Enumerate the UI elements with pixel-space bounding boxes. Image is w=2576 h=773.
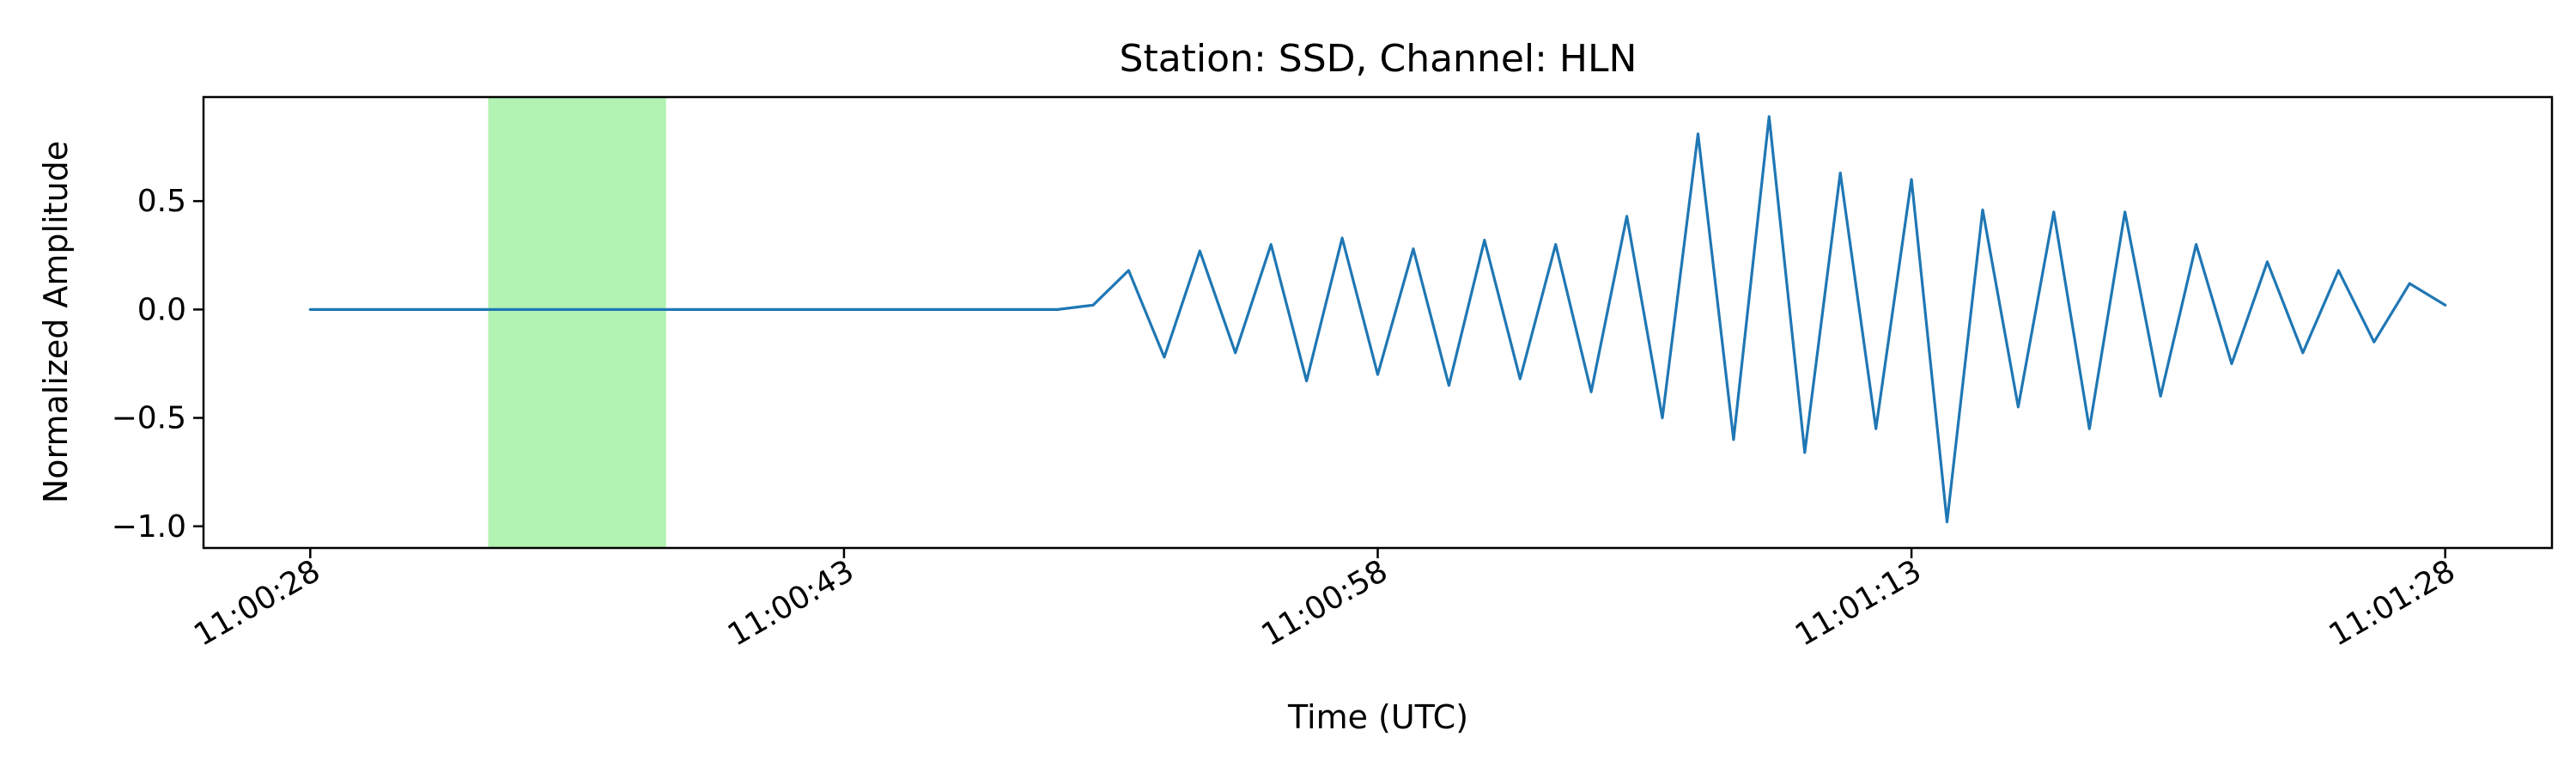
chart-title: Station: SSD, Channel: HLN	[1120, 37, 1637, 81]
y-axis: 0.5 0.0 −0.5 −1.0	[112, 184, 204, 545]
x-axis-label: Time (UTC)	[1287, 698, 1468, 736]
plot-area	[308, 97, 2447, 548]
y-tick-label: −0.5	[112, 401, 186, 436]
highlight-window	[488, 97, 666, 548]
waveform-trace	[308, 115, 2447, 524]
y-tick-label: 0.5	[137, 184, 186, 219]
y-axis-label: Normalized Amplitude	[37, 141, 75, 503]
y-tick-label: 0.0	[137, 292, 186, 327]
y-tick-label: −1.0	[112, 509, 186, 545]
